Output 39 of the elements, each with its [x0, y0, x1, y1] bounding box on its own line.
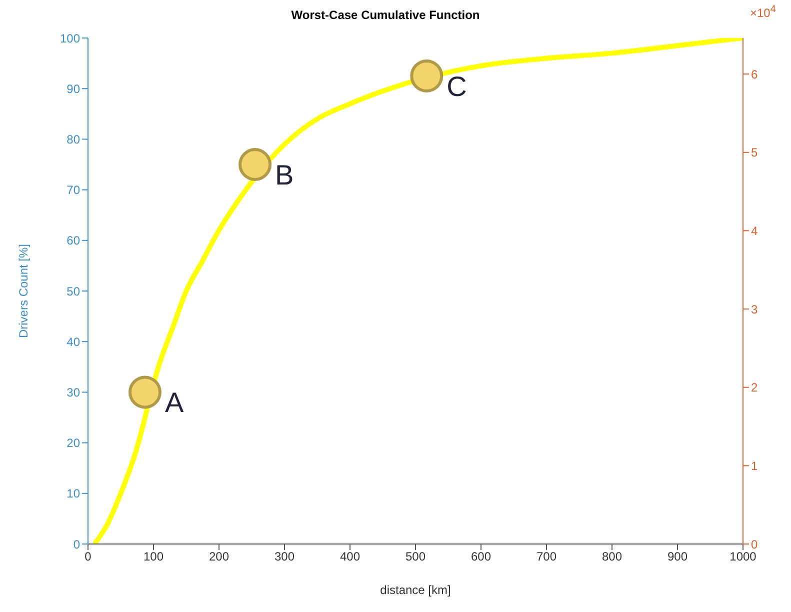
annotation: C — [446, 70, 467, 102]
annotation: B — [275, 160, 294, 190]
chart-title: Worst-Case Cumulative Function — [291, 8, 480, 22]
y-tick-label: 60 — [66, 234, 80, 248]
x-tick-label: 1000 — [730, 550, 757, 564]
y-axis-title: Drivers Count [%] — [16, 244, 30, 338]
text: ×10$^{4}$ — [750, 4, 776, 20]
x-tick-label: 500 — [405, 550, 426, 564]
y-tick-label: 80 — [66, 132, 80, 146]
x-tick-label: 400 — [340, 550, 360, 564]
point — [410, 59, 444, 92]
x-tick-label: 900 — [667, 550, 688, 564]
x-axis-title: distance [km] — [380, 583, 451, 597]
x-tick-label: 600 — [470, 550, 492, 564]
y-tick-label: 70 — [66, 183, 80, 198]
y-tick-label: 30 — [66, 385, 80, 400]
y2-tick-label: 4 — [751, 224, 758, 238]
y-tick-label: 10 — [66, 486, 80, 501]
point — [128, 376, 162, 409]
y-tick-label: 0 — [73, 537, 80, 552]
y-tick-label: 40 — [66, 334, 80, 349]
point — [238, 148, 272, 181]
y-tick-label: 50 — [66, 284, 80, 298]
x-tick-label: 800 — [602, 550, 622, 564]
y-tick-label: 20 — [66, 436, 80, 450]
y2-tick-label: 5 — [751, 146, 758, 160]
y-tick-label: 90 — [66, 82, 80, 96]
x-tick-label: 0 — [84, 550, 92, 564]
y2-tick-label: 2 — [751, 380, 758, 395]
y2-tick-label: 6 — [751, 67, 758, 82]
annotation: A — [164, 387, 184, 418]
y-tick-label: 100 — [60, 31, 80, 46]
x-tick-label: 300 — [274, 550, 295, 564]
y2-tick-label: 0 — [751, 537, 758, 552]
x-tick-label: 100 — [143, 550, 164, 564]
y2-tick-label: 1 — [751, 458, 758, 473]
y2-tick-label: 3 — [751, 302, 758, 316]
x-tick-label: 700 — [536, 550, 557, 564]
x-tick-label: 200 — [208, 550, 230, 564]
